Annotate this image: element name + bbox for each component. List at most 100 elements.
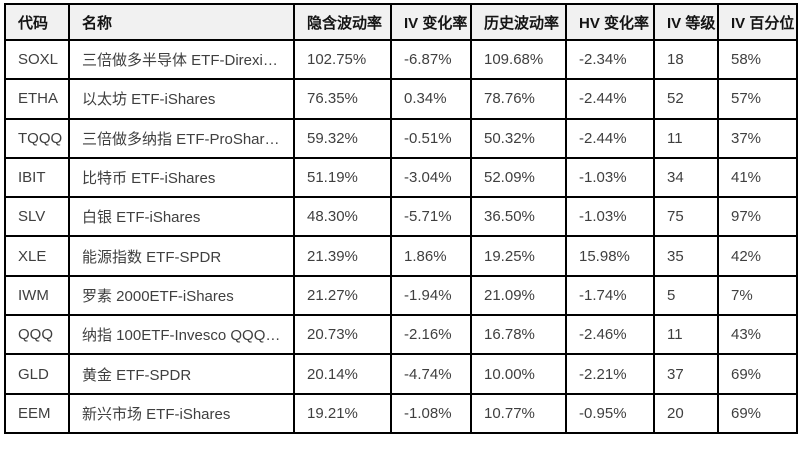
table-row-eem[interactable]: EEM 新兴市场 ETF-iShares 19.21% -1.08% 10.77% -0.… <box>4 392 798 434</box>
table-row-iwm[interactable]: IWM 罗素 2000ETF-iShares 21.27% -1.94% 21.09% -… <box>4 274 798 317</box>
cell-iv-percentile: 7% <box>717 274 798 317</box>
cell-iv-rank: 18 <box>653 38 719 81</box>
cell-historical-volatility: 50.32% <box>470 117 567 159</box>
cell-iv-percentile: 42% <box>717 235 798 277</box>
etf-volatility-table-container: 代码 名称 隐含波动率 IV 变化率 历史波动率 HV 变化率 IV 等级 IV 百分位 SO… <box>4 3 798 434</box>
cell-historical-volatility: 52.09% <box>470 156 567 199</box>
cell-name: 三倍做多纳指 ETF-ProShar… <box>68 117 295 159</box>
column-header-hv-change[interactable]: HV 变化率 <box>565 3 655 41</box>
cell-hv-change: 15.98% <box>565 235 655 277</box>
cell-code: TQQQ <box>4 117 70 159</box>
cell-historical-volatility: 109.68% <box>470 38 567 81</box>
cell-name: 黄金 ETF-SPDR <box>68 353 295 395</box>
cell-iv-percentile: 97% <box>717 196 798 238</box>
cell-implied-volatility: 59.32% <box>293 117 392 159</box>
cell-iv-percentile: 37% <box>717 117 798 159</box>
column-header-historical-volatility[interactable]: 历史波动率 <box>470 3 567 41</box>
cell-code: XLE <box>4 235 70 277</box>
cell-name: 纳指 100ETF-Invesco QQQ… <box>68 314 295 356</box>
table-row-soxl[interactable]: SOXL 三倍做多半导体 ETF-Direxi… 102.75% -6.87% 109.… <box>4 38 798 81</box>
table-row-tqqq[interactable]: TQQQ 三倍做多纳指 ETF-ProShar… 59.32% -0.51% 50.32… <box>4 117 798 159</box>
cell-iv-change: -6.87% <box>390 38 472 81</box>
cell-name: 比特币 ETF-iShares <box>68 156 295 199</box>
cell-implied-volatility: 21.27% <box>293 274 392 317</box>
table-row-ibit[interactable]: IBIT 比特币 ETF-iShares 51.19% -3.04% 52.09% -1.… <box>4 156 798 199</box>
table-header: 代码 名称 隐含波动率 IV 变化率 历史波动率 HV 变化率 IV 等级 IV 百分位 <box>4 3 798 41</box>
cell-implied-volatility: 20.73% <box>293 314 392 356</box>
cell-name: 罗素 2000ETF-iShares <box>68 274 295 317</box>
cell-code: ETHA <box>4 78 70 120</box>
cell-iv-percentile: 41% <box>717 156 798 199</box>
cell-iv-percentile: 58% <box>717 38 798 81</box>
etf-volatility-table: 代码 名称 隐含波动率 IV 变化率 历史波动率 HV 变化率 IV 等级 IV 百分位 SO… <box>4 3 798 434</box>
cell-iv-rank: 20 <box>653 392 719 434</box>
cell-iv-rank: 35 <box>653 235 719 277</box>
cell-hv-change: -1.03% <box>565 156 655 199</box>
column-header-iv-rank[interactable]: IV 等级 <box>653 3 719 41</box>
table-row-etha[interactable]: ETHA 以太坊 ETF-iShares 76.35% 0.34% 78.76% -2.4… <box>4 78 798 120</box>
column-header-iv-change[interactable]: IV 变化率 <box>390 3 472 41</box>
cell-iv-change: 1.86% <box>390 235 472 277</box>
cell-name: 以太坊 ETF-iShares <box>68 78 295 120</box>
cell-historical-volatility: 19.25% <box>470 235 567 277</box>
cell-hv-change: -2.21% <box>565 353 655 395</box>
cell-iv-change: -1.94% <box>390 274 472 317</box>
cell-hv-change: -1.03% <box>565 196 655 238</box>
cell-hv-change: -0.95% <box>565 392 655 434</box>
cell-implied-volatility: 102.75% <box>293 38 392 81</box>
cell-implied-volatility: 76.35% <box>293 78 392 120</box>
cell-hv-change: -2.34% <box>565 38 655 81</box>
cell-iv-percentile: 69% <box>717 353 798 395</box>
table-row-qqq[interactable]: QQQ 纳指 100ETF-Invesco QQQ… 20.73% -2.16% 16.… <box>4 314 798 356</box>
cell-hv-change: -2.44% <box>565 117 655 159</box>
cell-iv-rank: 75 <box>653 196 719 238</box>
cell-iv-change: -5.71% <box>390 196 472 238</box>
column-header-implied-volatility[interactable]: 隐含波动率 <box>293 3 392 41</box>
cell-historical-volatility: 16.78% <box>470 314 567 356</box>
cell-iv-change: -3.04% <box>390 156 472 199</box>
table-row-xle[interactable]: XLE 能源指数 ETF-SPDR 21.39% 1.86% 19.25% 15.98% 3… <box>4 235 798 277</box>
cell-historical-volatility: 10.00% <box>470 353 567 395</box>
cell-implied-volatility: 48.30% <box>293 196 392 238</box>
cell-hv-change: -2.46% <box>565 314 655 356</box>
column-header-iv-percentile[interactable]: IV 百分位 <box>717 3 798 41</box>
cell-iv-rank: 11 <box>653 314 719 356</box>
cell-hv-change: -2.44% <box>565 78 655 120</box>
cell-implied-volatility: 20.14% <box>293 353 392 395</box>
cell-iv-rank: 52 <box>653 78 719 120</box>
cell-code: SLV <box>4 196 70 238</box>
cell-iv-change: -1.08% <box>390 392 472 434</box>
table-row-slv[interactable]: SLV 白银 ETF-iShares 48.30% -5.71% 36.50% -1.03… <box>4 196 798 238</box>
cell-name: 白银 ETF-iShares <box>68 196 295 238</box>
cell-code: IBIT <box>4 156 70 199</box>
cell-iv-rank: 11 <box>653 117 719 159</box>
cell-historical-volatility: 10.77% <box>470 392 567 434</box>
cell-historical-volatility: 78.76% <box>470 78 567 120</box>
cell-name: 三倍做多半导体 ETF-Direxi… <box>68 38 295 81</box>
cell-historical-volatility: 21.09% <box>470 274 567 317</box>
cell-implied-volatility: 19.21% <box>293 392 392 434</box>
cell-implied-volatility: 21.39% <box>293 235 392 277</box>
cell-iv-rank: 34 <box>653 156 719 199</box>
cell-implied-volatility: 51.19% <box>293 156 392 199</box>
cell-code: QQQ <box>4 314 70 356</box>
cell-code: SOXL <box>4 38 70 81</box>
table-row-gld[interactable]: GLD 黄金 ETF-SPDR 20.14% -4.74% 10.00% -2.21% 37… <box>4 353 798 395</box>
cell-code: GLD <box>4 353 70 395</box>
column-header-code[interactable]: 代码 <box>4 3 70 41</box>
cell-iv-change: -0.51% <box>390 117 472 159</box>
cell-iv-change: 0.34% <box>390 78 472 120</box>
cell-iv-percentile: 43% <box>717 314 798 356</box>
cell-iv-rank: 5 <box>653 274 719 317</box>
table-header-row: 代码 名称 隐含波动率 IV 变化率 历史波动率 HV 变化率 IV 等级 IV 百分位 <box>4 3 798 41</box>
cell-iv-change: -2.16% <box>390 314 472 356</box>
column-header-name[interactable]: 名称 <box>68 3 295 41</box>
cell-name: 能源指数 ETF-SPDR <box>68 235 295 277</box>
cell-iv-percentile: 69% <box>717 392 798 434</box>
cell-iv-change: -4.74% <box>390 353 472 395</box>
cell-iv-percentile: 57% <box>717 78 798 120</box>
cell-code: IWM <box>4 274 70 317</box>
cell-iv-rank: 37 <box>653 353 719 395</box>
cell-name: 新兴市场 ETF-iShares <box>68 392 295 434</box>
table-body: SOXL 三倍做多半导体 ETF-Direxi… 102.75% -6.87% 109.… <box>4 38 798 434</box>
